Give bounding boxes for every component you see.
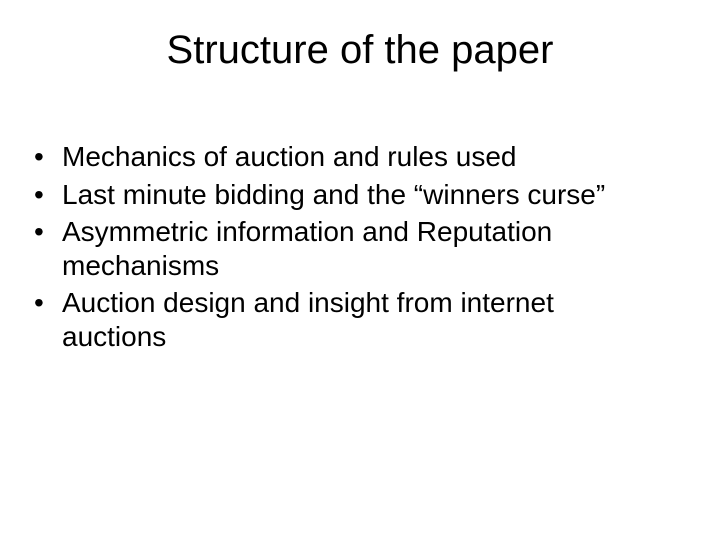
slide: Structure of the paper Mechanics of auct… xyxy=(0,0,720,540)
list-item: Auction design and insight from internet… xyxy=(34,286,660,353)
slide-body: Mechanics of auction and rules used Last… xyxy=(34,140,660,358)
slide-title: Structure of the paper xyxy=(0,28,720,73)
list-item: Mechanics of auction and rules used xyxy=(34,140,660,174)
bullet-list: Mechanics of auction and rules used Last… xyxy=(34,140,660,354)
list-item: Last minute bidding and the “winners cur… xyxy=(34,178,660,212)
list-item: Asymmetric information and Reputation me… xyxy=(34,215,660,282)
